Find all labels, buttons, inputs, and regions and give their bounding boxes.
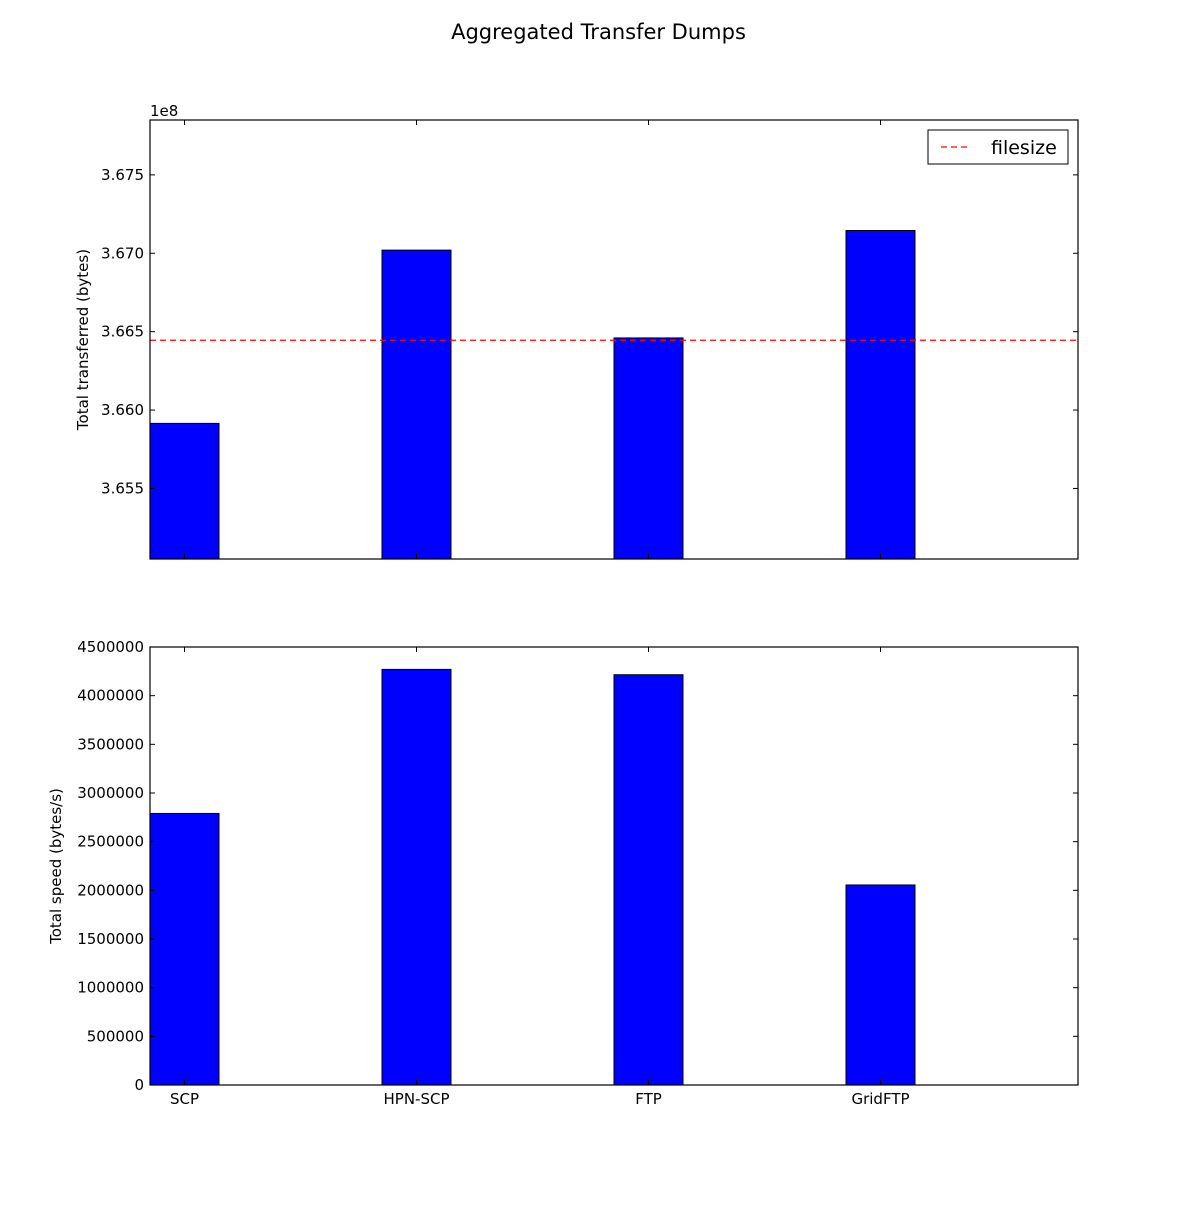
speed-ytick-label: 3000000 xyxy=(77,784,144,802)
transferred-ytick-label: 3.665 xyxy=(101,323,144,341)
figure-title: Aggregated Transfer Dumps xyxy=(451,20,746,44)
transferred-offset-label: 1e8 xyxy=(150,102,178,120)
transferred-ylabel: Total transferred (bytes) xyxy=(74,249,92,431)
speed-ytick-label: 1000000 xyxy=(77,979,144,997)
speed-ytick-label: 500000 xyxy=(87,1027,144,1045)
speed-axes-frame xyxy=(149,646,1079,1086)
speed-bar-scp xyxy=(149,812,220,1086)
speed-ytick-label: 3500000 xyxy=(77,735,144,753)
speed-bar-ftp xyxy=(613,674,684,1086)
speed-xtick-label-ftp: FTP xyxy=(635,1090,662,1108)
transferred-axes-frame xyxy=(149,119,1079,560)
speed-xtick-label-gridftp: GridFTP xyxy=(851,1090,909,1108)
speed-xtick-label-hpn-scp: HPN-SCP xyxy=(384,1090,450,1108)
speed-ytick-label: 1500000 xyxy=(77,930,144,948)
legend-filesize-label: filesize xyxy=(991,137,1057,159)
speed-bar-hpn-scp xyxy=(381,668,452,1086)
transferred-bar-hpn-scp xyxy=(381,249,452,560)
transferred-bar-gridftp xyxy=(845,230,916,560)
speed-bar-gridftp xyxy=(845,884,916,1086)
speed-ytick-label: 4500000 xyxy=(77,638,144,656)
speed-ytick-label: 4000000 xyxy=(77,687,144,705)
transferred-ytick-label: 3.655 xyxy=(101,479,144,497)
speed-ytick-label: 2500000 xyxy=(77,833,144,851)
transferred-ytick-label: 3.660 xyxy=(101,401,144,419)
speed-ytick-label: 0 xyxy=(134,1076,144,1094)
transferred-ytick-label: 3.675 xyxy=(101,166,144,184)
speed-ytick-label: 2000000 xyxy=(77,881,144,899)
transferred-ytick-label: 3.670 xyxy=(101,244,144,262)
speed-ylabel: Total speed (bytes/s) xyxy=(47,788,65,945)
transferred-bar-ftp xyxy=(613,337,684,560)
speed-xtick-label-scp: SCP xyxy=(170,1090,199,1108)
transferred-bar-scp xyxy=(149,422,220,560)
